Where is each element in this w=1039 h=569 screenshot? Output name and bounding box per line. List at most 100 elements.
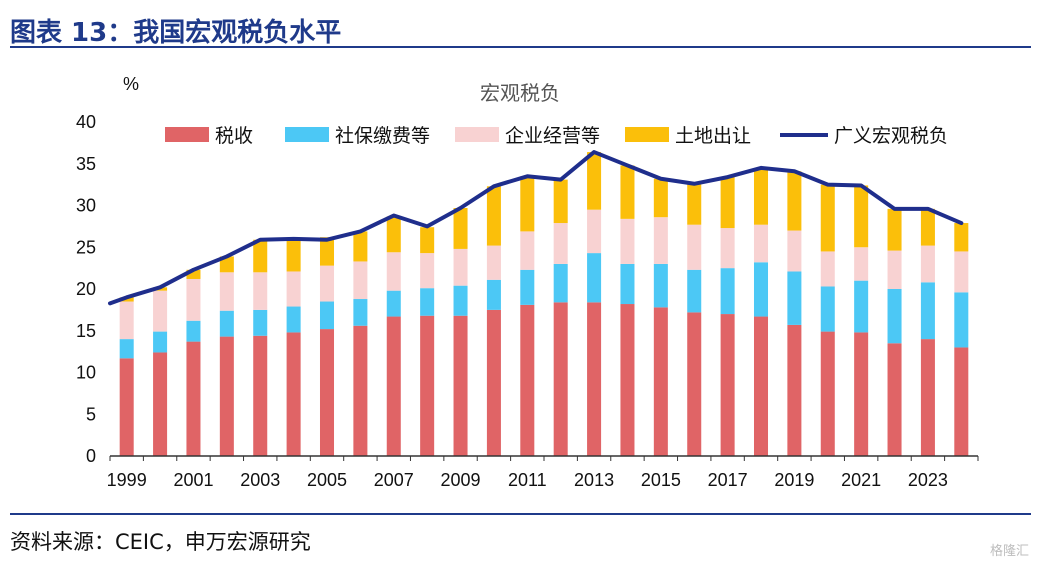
bar-segment-土地出让-2018 [753, 168, 769, 225]
x-tick-label: 2013 [574, 470, 614, 490]
legend-label: 土地出让 [675, 125, 751, 147]
bar-segment-土地出让-2019 [787, 171, 802, 231]
bar-segment-社保缴费等-2010 [486, 279, 501, 310]
y-tick-label: 0 [86, 446, 96, 466]
bar-segment-企业经营等-2012 [553, 223, 568, 264]
bar-segment-税收-2007 [386, 316, 401, 456]
bar-segment-税收-2009 [453, 315, 468, 456]
bar-segment-企业经营等-2004 [286, 271, 301, 307]
x-tick-label: 2011 [508, 470, 547, 490]
bar-segment-土地出让-2006 [353, 231, 368, 262]
legend-label: 税收 [215, 125, 253, 147]
figure-title: 图表 13：我国宏观税负水平 [10, 18, 342, 48]
bar-segment-企业经营等-2011 [520, 231, 535, 270]
bar-segment-税收-2020 [820, 331, 835, 456]
bar-segment-税收-2008 [420, 315, 435, 456]
bar-segment-社保缴费等-2002 [219, 310, 234, 337]
bar-segment-企业经营等-2001 [186, 278, 201, 321]
legend-label: 广义宏观税负 [834, 125, 948, 147]
bar-segment-税收-2010 [486, 309, 501, 456]
bar-segment-企业经营等-2020 [820, 251, 835, 287]
bar-segment-社保缴费等-2005 [319, 301, 335, 330]
bar-segment-企业经营等-2021 [854, 247, 869, 281]
bar-segment-土地出让-2010 [486, 186, 501, 246]
y-tick-label: 20 [76, 279, 96, 299]
y-tick-label: 35 [76, 154, 96, 174]
line-series [108, 150, 964, 306]
bar-segment-土地出让-2014 [620, 165, 635, 219]
bar-segment-社保缴费等-2003 [253, 309, 268, 336]
bar-segment-土地出让-2024 [954, 223, 969, 252]
bar-segment-土地出让-2001 [186, 269, 201, 279]
bar-segment-企业经营等-2009 [453, 248, 468, 286]
bar-segment-社保缴费等-2015 [653, 263, 668, 308]
bar-segment-土地出让-2016 [687, 183, 702, 225]
bar-segment-土地出让-2011 [520, 176, 535, 232]
bar-segment-企业经营等-2015 [653, 217, 668, 264]
x-tick-label: 2015 [641, 470, 681, 490]
bar-segment-企业经营等-2000 [153, 290, 168, 332]
bar-segment-税收-2002 [219, 336, 234, 456]
bar-segment-税收-2018 [753, 316, 769, 456]
bar-segment-土地出让-2004 [286, 238, 301, 272]
bar-segment-税收-2001 [186, 341, 201, 456]
bar-segment-社保缴费等-2022 [887, 289, 902, 344]
bar-segment-社保缴费等-2023 [920, 282, 935, 340]
bar-series [119, 152, 969, 456]
bar-segment-社保缴费等-2012 [553, 263, 568, 303]
bar-segment-土地出让-2008 [420, 227, 435, 254]
bar-segment-土地出让-2007 [386, 216, 401, 253]
bar-segment-社保缴费等-2007 [386, 290, 401, 317]
bar-segment-土地出让-2017 [720, 177, 735, 229]
bar-segment-土地出让-2003 [253, 239, 268, 273]
bar-segment-税收-2021 [854, 332, 869, 456]
bar-segment-社保缴费等-1999 [119, 339, 134, 359]
chart-title: 宏观税负 [480, 81, 560, 105]
source-note: 资料来源：CEIC，申万宏源研究 [10, 530, 311, 554]
y-axis-ticks: 0 5 10 15 20 25 30 35 40 [76, 112, 96, 466]
legend-swatch [165, 127, 209, 142]
bar-segment-社保缴费等-2013 [587, 253, 602, 303]
x-tick-label: 2001 [173, 470, 213, 490]
legend-swatch [455, 127, 499, 142]
bar-segment-土地出让-2021 [854, 185, 869, 248]
bar-segment-社保缴费等-2019 [787, 271, 802, 325]
bar-segment-企业经营等-2013 [587, 209, 602, 254]
x-tick-label: 2007 [374, 470, 414, 490]
bar-segment-企业经营等-2002 [219, 272, 234, 311]
legend-swatch [285, 127, 329, 142]
y-tick-label: 5 [86, 404, 96, 424]
y-tick-label: 40 [76, 112, 96, 132]
bar-segment-土地出让-2013 [587, 152, 602, 210]
bar-segment-社保缴费等-2009 [453, 285, 468, 316]
bar-segment-土地出让-2022 [887, 208, 902, 251]
x-tick-label: 2005 [307, 470, 347, 490]
bar-segment-税收-2000 [153, 352, 168, 456]
y-tick-label: 15 [76, 321, 96, 341]
bar-segment-企业经营等-2024 [954, 251, 969, 293]
bar-segment-企业经营等-2006 [353, 261, 368, 300]
bar-segment-企业经营等-2022 [887, 250, 902, 289]
bar-segment-税收-2019 [787, 324, 802, 456]
bar-segment-税收-1999 [119, 358, 134, 456]
legend-swatch [625, 127, 669, 142]
bar-segment-社保缴费等-2000 [153, 331, 168, 353]
bar-segment-土地出让-2002 [219, 256, 234, 273]
bar-segment-税收-2011 [520, 304, 535, 456]
bar-segment-社保缴费等-2004 [286, 306, 301, 333]
header-rule [10, 46, 1031, 48]
bar-segment-税收-2016 [687, 312, 702, 456]
x-tick-label: 2023 [908, 470, 948, 490]
bar-segment-税收-2012 [553, 302, 568, 456]
bar-segment-社保缴费等-2008 [420, 288, 435, 316]
bar-segment-企业经营等-2019 [787, 230, 802, 272]
bar-segment-税收-2024 [954, 347, 969, 456]
y-axis-unit: % [123, 74, 139, 94]
bar-segment-企业经营等-2018 [753, 224, 769, 263]
bar-segment-企业经营等-2014 [620, 218, 635, 264]
x-tick-label: 2021 [841, 470, 881, 490]
bar-segment-土地出让-2009 [453, 208, 468, 249]
bar-segment-税收-2015 [653, 307, 668, 456]
bar-segment-税收-2003 [253, 335, 268, 456]
bar-segment-社保缴费等-2006 [353, 299, 368, 326]
